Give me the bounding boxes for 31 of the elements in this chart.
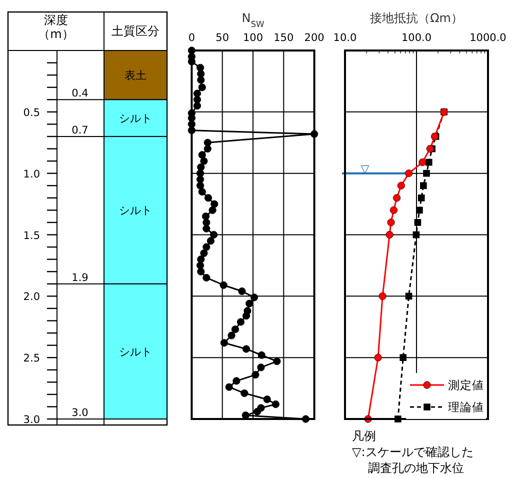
x-tick-label: 0 [188, 32, 196, 44]
series-label: シルト [119, 204, 152, 218]
x-axis-title: N$_{SW}$ [242, 11, 264, 29]
text: ▽:スケールで確認した [352, 445, 474, 459]
x-tick-label: 150 [274, 32, 294, 44]
x-tick-label: 土質区分 [112, 24, 160, 38]
text: 0.4 [72, 88, 89, 100]
legend-label: 理論値 [448, 400, 484, 414]
series-label: シルト [119, 345, 152, 358]
y-tick-label: 1.5 [23, 230, 40, 242]
x-tick-label: 1000.0 [470, 32, 506, 44]
y-tick-label: 0.5 [23, 106, 40, 119]
y-tick-label: 2.5 [23, 352, 40, 365]
text: 3.0 [72, 407, 88, 419]
text: 1.9 [72, 272, 88, 284]
x-tick-label: 100.0 [401, 32, 432, 44]
y-tick-label: 2.0 [23, 291, 40, 304]
series-label: 表土 [124, 69, 146, 82]
text: 凡例 [352, 429, 376, 443]
y-tick-label: 3.0 [23, 414, 40, 426]
legend-label: 測定値 [448, 378, 484, 392]
y-axis-title: 深度（m） [38, 13, 74, 41]
x-tick-label: 200 [304, 32, 324, 44]
x-tick-label: 100 [242, 32, 264, 44]
series-label: シルト [119, 112, 152, 126]
x-tick-label: 50 [216, 32, 230, 44]
y-tick-label: 1.0 [23, 168, 40, 180]
x-axis-title: 接地抵抗（Ωm） [370, 11, 463, 25]
text: 調査孔の地下水位 [368, 461, 464, 475]
text: 0.7 [72, 124, 88, 136]
x-tick-label: 10.0 [333, 32, 357, 44]
